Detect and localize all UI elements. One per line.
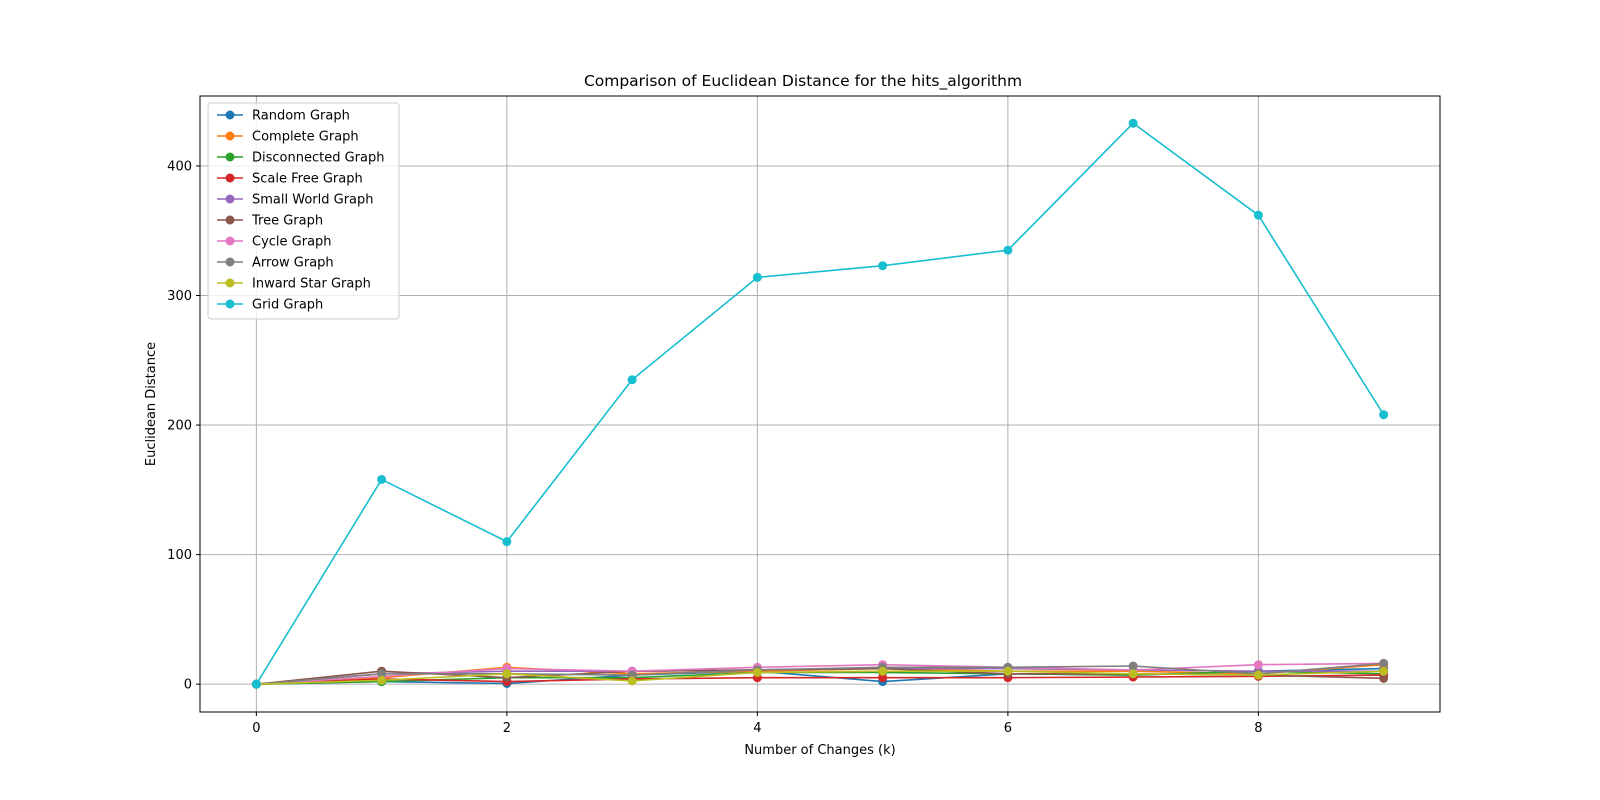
legend-item-arrow-graph: Arrow Graph [217, 256, 334, 271]
data-point-grid-graph [1128, 118, 1138, 128]
series-line-scale-free-graph [256, 674, 1384, 685]
x-tick-label: 8 [1254, 721, 1262, 736]
x-tick-label: 2 [503, 721, 511, 736]
series-line-grid-graph [255, 122, 1385, 685]
legend-label: Small World Graph [252, 193, 374, 208]
legend-label: Grid Graph [252, 298, 323, 313]
data-point-grid-graph [1003, 245, 1013, 255]
data-point-arrow-graph [377, 669, 387, 679]
data-point-inward-star-graph [502, 669, 512, 679]
legend-marker [225, 110, 235, 120]
data-point-inward-star-graph [1253, 670, 1263, 680]
data-point-grid-graph [251, 679, 261, 689]
legend-item-inward-star-graph: Inward Star Graph [217, 277, 371, 292]
series-inward-star-graph [251, 666, 1389, 689]
legend-marker [225, 278, 235, 288]
legend-label: Disconnected Graph [252, 151, 384, 166]
data-point-grid-graph [1379, 410, 1389, 420]
legend-marker [225, 152, 235, 162]
data-point-cycle-graph [1253, 660, 1263, 670]
data-point-grid-graph [752, 272, 762, 282]
legend-item-random-graph: Random Graph [217, 109, 350, 124]
legend-marker [225, 236, 235, 246]
legend-item-cycle-graph: Cycle Graph [217, 235, 332, 250]
series-line-inward-star-graph [256, 670, 1384, 685]
x-tick-label: 0 [252, 721, 260, 736]
x-tick-label: 4 [753, 721, 761, 736]
legend-marker [225, 215, 235, 225]
data-point-inward-star-graph [878, 666, 888, 676]
y-tick-label: 0 [184, 678, 192, 693]
series-line-cycle-graph [256, 662, 1384, 685]
data-point-inward-star-graph [1128, 669, 1138, 679]
legend-marker [225, 257, 235, 267]
legend-item-grid-graph: Grid Graph [217, 298, 323, 313]
legend: Random Graph Complete Graph Disconnected G… [207, 102, 400, 320]
legend-item-small-world-graph: Small World Graph [217, 193, 374, 208]
legend-marker [225, 194, 235, 204]
x-axis-label: Number of Changes (k) [744, 743, 895, 758]
y-tick-label: 200 [167, 419, 192, 434]
y-tick-label: 300 [167, 289, 192, 304]
data-point-tree-graph [1379, 673, 1389, 683]
data-point-arrow-graph [1128, 661, 1138, 671]
legend-item-complete-graph: Complete Graph [217, 130, 359, 145]
x-tick-label: 6 [1004, 721, 1012, 736]
series-grid-graph [251, 118, 1389, 689]
x-axis: 0 2 4 6 8 [252, 712, 1263, 736]
legend-marker [225, 299, 235, 309]
legend-marker [225, 173, 235, 183]
data-point-grid-graph [878, 261, 888, 271]
legend-label: Inward Star Graph [252, 277, 371, 292]
series-line-arrow-graph [256, 662, 1384, 685]
y-axis: 0 100 200 300 400 [167, 159, 200, 693]
legend-label: Complete Graph [252, 130, 359, 145]
legend-item-tree-graph: Tree Graph [217, 214, 323, 229]
series-layer [251, 118, 1389, 689]
legend-label: Random Graph [252, 109, 350, 124]
legend-box [207, 102, 400, 320]
data-point-grid-graph [502, 537, 512, 547]
legend-marker [225, 131, 235, 141]
data-point-scale-free-graph [878, 673, 888, 683]
legend-item-disconnected-graph: Disconnected Graph [217, 151, 384, 166]
y-tick-label: 400 [167, 159, 192, 174]
data-point-inward-star-graph [1003, 666, 1013, 676]
plot-frame [199, 95, 1441, 713]
legend-item-scale-free-graph: Scale Free Graph [217, 172, 363, 187]
data-point-inward-star-graph [377, 675, 387, 685]
data-point-inward-star-graph [752, 667, 762, 677]
legend-label: Cycle Graph [252, 235, 332, 250]
legend-label: Arrow Graph [252, 256, 334, 271]
grid [200, 96, 1440, 712]
legend-label: Scale Free Graph [252, 172, 363, 187]
data-point-grid-graph [1253, 210, 1263, 220]
data-point-inward-star-graph [627, 676, 637, 686]
legend-label: Tree Graph [251, 214, 323, 229]
data-point-grid-graph [627, 375, 637, 385]
data-point-grid-graph [377, 474, 387, 484]
data-point-arrow-graph [1379, 658, 1389, 668]
y-axis-label: Euclidean Distance [144, 342, 159, 466]
data-point-inward-star-graph [1379, 666, 1389, 676]
chart-title: Comparison of Euclidean Distance for the… [584, 72, 1022, 91]
y-tick-label: 100 [167, 548, 192, 563]
